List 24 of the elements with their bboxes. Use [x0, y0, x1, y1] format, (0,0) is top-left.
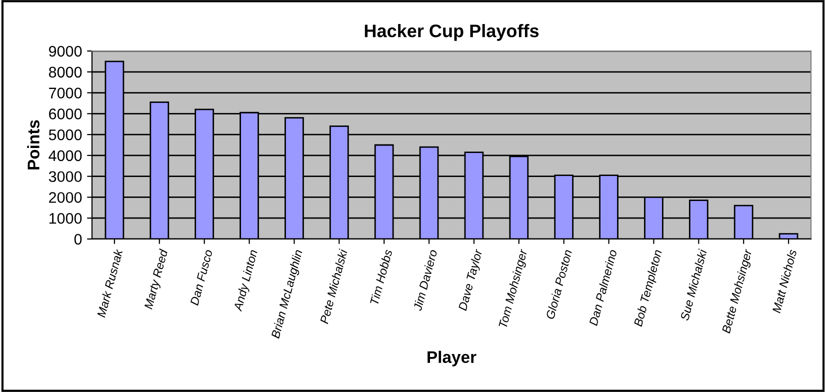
x-tick-label: Sue Michalski — [680, 248, 708, 321]
x-tick-label: Dave Taylor — [458, 248, 485, 312]
x-tick-label: Tim Hobbs — [370, 248, 392, 305]
x-tick-label: Jim Daviero — [412, 249, 438, 312]
x-tick-label: Matt Nichols — [772, 248, 797, 314]
y-tick-label: 4000 — [48, 150, 82, 162]
x-tick-label: Mark Rusnak — [96, 248, 123, 318]
y-tick-label: 5000 — [48, 129, 82, 140]
y-tick-label: 1000 — [49, 212, 82, 224]
y-tick-label: 3000 — [48, 171, 82, 182]
y-tick-label: 6000 — [49, 108, 82, 120]
x-tick-label: Marty Reed — [144, 248, 170, 310]
x-tick-label: Gloria Poston — [545, 249, 572, 320]
y-tick-label: 7000 — [49, 88, 82, 98]
x-axis-title: Player — [428, 350, 476, 366]
y-tick-label: 8000 — [48, 66, 82, 78]
y-tick-label: 9000 — [49, 46, 82, 57]
x-tick-label: Pete Michalski — [320, 248, 348, 324]
x-tick-label: Dan Fusco — [190, 249, 213, 306]
y-tick-label: 0 — [74, 234, 82, 245]
chart-title: Hacker Cup Playoffs — [364, 24, 539, 41]
x-tick-label: Andy Linton — [232, 249, 260, 312]
y-tick-label: 2000 — [49, 192, 82, 203]
y-axis-title: Points — [27, 120, 40, 170]
